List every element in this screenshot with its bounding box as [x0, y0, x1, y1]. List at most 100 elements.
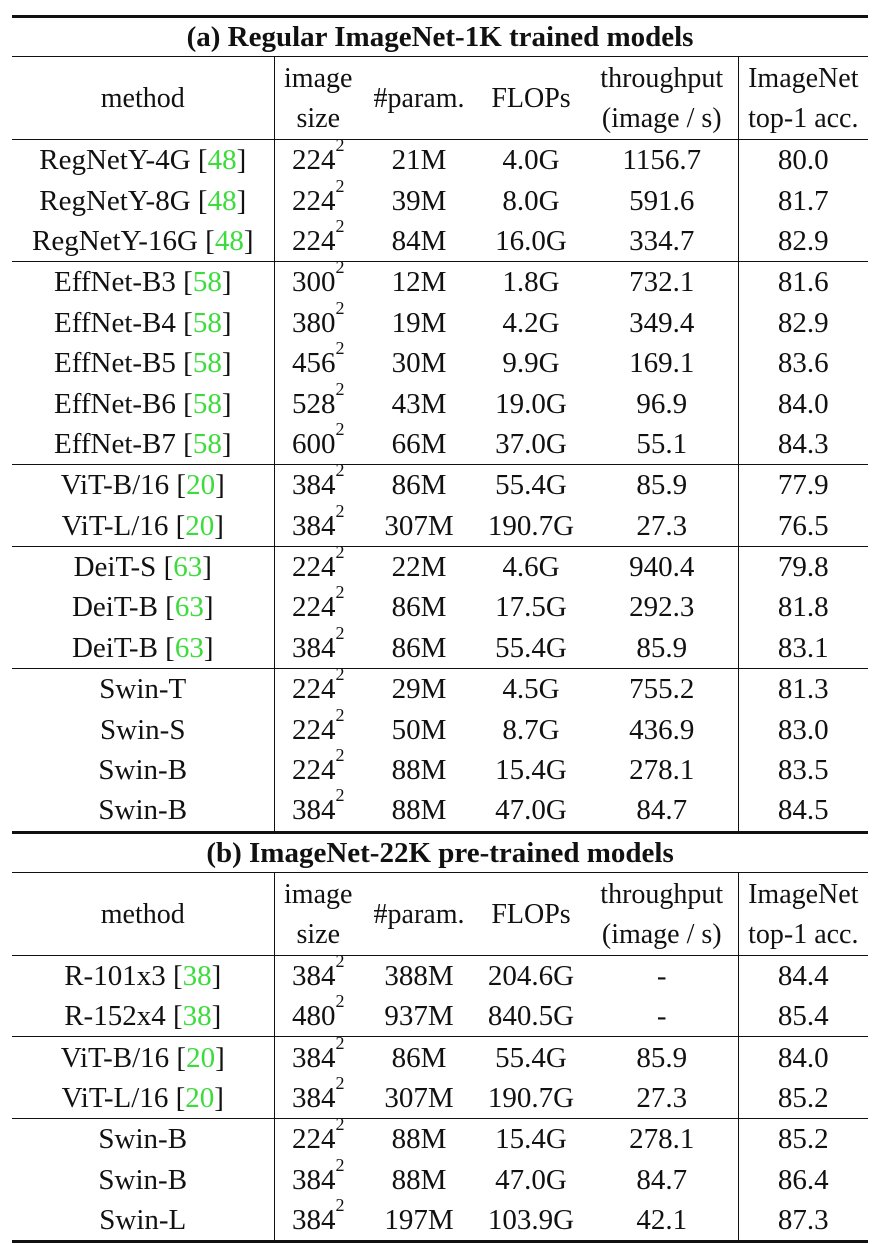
- column-header-image-size: size: [296, 103, 341, 134]
- section-title-row: (b) ImageNet-22K pre-trained models: [12, 830, 869, 873]
- column-header-accuracy: ImageNet: [748, 63, 859, 94]
- params-value: 22M: [391, 551, 447, 584]
- table-row: ViT-L/16 [20] 3842 307M 190.7G 27.3 85.2: [12, 1074, 868, 1119]
- column-header-accuracy: top-1 acc.: [748, 918, 859, 950]
- image-size-exponent: 2: [335, 257, 345, 278]
- throughput-value: 292.3: [629, 591, 695, 624]
- accuracy-value: 85.2: [777, 1123, 829, 1156]
- image-size-exponent: 2: [335, 135, 345, 156]
- citation-link[interactable]: 20: [186, 1041, 216, 1074]
- flops-value: 55.4G: [495, 631, 567, 664]
- citation-link[interactable]: 48: [214, 224, 244, 257]
- image-size-value: 224: [292, 551, 336, 584]
- column-header-image-size: size: [296, 918, 341, 950]
- flops-value: 15.4G: [495, 754, 567, 787]
- model-name: ViT-B/16: [60, 1041, 170, 1074]
- table-row: Swin-S 2242 50M 8.7G 436.9 83.0: [12, 706, 868, 750]
- image-size-exponent: 2: [335, 991, 345, 1012]
- flops-value: 55.4G: [495, 469, 567, 502]
- throughput-value: -: [656, 1000, 667, 1033]
- model-name: RegNetY-16G: [31, 224, 198, 257]
- model-name: R-152x4: [64, 1000, 166, 1033]
- image-size-value: 480: [292, 1000, 336, 1033]
- throughput-value: 42.1: [636, 1204, 688, 1237]
- throughput-value: 436.9: [629, 713, 695, 746]
- column-header-accuracy: ImageNet: [748, 878, 859, 910]
- image-size-exponent: 2: [335, 542, 345, 563]
- image-size-exponent: 2: [335, 1114, 345, 1135]
- params-value: 86M: [391, 591, 447, 624]
- params-value: 66M: [391, 427, 447, 460]
- throughput-value: 84.7: [636, 794, 688, 827]
- model-name: RegNetY-8G: [39, 184, 191, 217]
- throughput-value: 96.9: [636, 387, 688, 420]
- accuracy-value: 83.0: [777, 713, 829, 746]
- table-row: Swin-L 3842 197M 103.9G 42.1 87.3: [12, 1196, 869, 1244]
- citation-link[interactable]: 20: [186, 469, 216, 502]
- throughput-value: 27.3: [636, 509, 688, 542]
- accuracy-value: 81.6: [777, 266, 829, 299]
- params-value: 88M: [391, 1163, 447, 1196]
- citation-link[interactable]: 58: [192, 266, 222, 299]
- image-size-exponent: 2: [335, 1032, 345, 1053]
- image-size-value: 224: [292, 184, 336, 217]
- params-value: 88M: [391, 1123, 447, 1156]
- citation-link[interactable]: 38: [182, 959, 212, 992]
- table-row: Swin-B 2242 88M 15.4G 278.1 83.5: [12, 746, 868, 791]
- image-size-value: 224: [292, 673, 336, 706]
- table-row: EffNet-B6 [58] 5282 43M 19.0G 96.9 84.0: [12, 380, 868, 424]
- accuracy-value: 84.3: [777, 427, 829, 460]
- citation-link[interactable]: 63: [173, 551, 203, 584]
- citation-link[interactable]: 63: [174, 591, 204, 624]
- citation-link[interactable]: 48: [207, 184, 237, 217]
- image-size-value: 224: [292, 1123, 336, 1156]
- header-row: size (image / s) top-1 acc.: [12, 99, 868, 140]
- accuracy-value: 84.5: [777, 794, 829, 827]
- model-name: DeiT-B: [71, 631, 158, 664]
- citation-link[interactable]: 58: [192, 306, 222, 339]
- flops-value: 4.5G: [502, 673, 560, 706]
- image-size-value: 384: [292, 1163, 336, 1196]
- image-size-exponent: 2: [335, 664, 345, 685]
- image-size-value: 384: [292, 1204, 336, 1237]
- column-header-throughput: (image / s): [601, 103, 722, 134]
- image-size-value: 384: [292, 469, 336, 502]
- citation-link[interactable]: 48: [207, 144, 237, 177]
- citation-link[interactable]: 58: [192, 427, 222, 460]
- model-name: Swin-S: [100, 713, 186, 746]
- model-name: EffNet-B6: [54, 387, 176, 420]
- citation-link[interactable]: 63: [174, 631, 204, 664]
- column-header-params: #param.: [373, 83, 465, 114]
- model-name: EffNet-B3: [54, 266, 176, 299]
- table-row: DeiT-S [63] 2242 22M 4.6G 940.4 79.8: [12, 543, 869, 588]
- table-row: R-101x3 [38] 3842 388M 204.6G -84.4: [12, 952, 869, 997]
- model-name: EffNet-B4: [54, 306, 176, 339]
- citation-link[interactable]: 20: [185, 1082, 215, 1114]
- citation-link[interactable]: 58: [192, 347, 222, 380]
- throughput-value: 84.7: [636, 1163, 688, 1196]
- model-name: Swin-B: [98, 1123, 188, 1156]
- table-row: ViT-L/16 [20] 3842 307M 190.7G 27.3 76.5: [12, 502, 868, 547]
- accuracy-value: 85.2: [777, 1082, 829, 1114]
- image-size-exponent: 2: [335, 175, 345, 196]
- column-header-image-size: image: [284, 63, 353, 94]
- params-value: 197M: [384, 1204, 454, 1237]
- citation-link[interactable]: 20: [185, 509, 215, 542]
- image-size-value: 224: [292, 754, 336, 787]
- flops-value: 4.0G: [502, 144, 560, 177]
- image-size-value: 224: [292, 591, 336, 624]
- model-name: Swin-B: [98, 1163, 188, 1196]
- throughput-value: 591.6: [629, 184, 695, 217]
- column-header-throughput: throughput: [600, 878, 724, 910]
- citation-link[interactable]: 58: [192, 387, 222, 420]
- header-row: size (image / s) top-1 acc.: [12, 914, 868, 956]
- image-size-value: 300: [292, 266, 336, 299]
- model-name: Swin-L: [99, 1204, 187, 1237]
- table-row: RegNetY-8G [48] 2242 39M 8.0G 591.6 81.7: [12, 177, 868, 221]
- image-size-value: 380: [292, 306, 336, 339]
- citation-link[interactable]: 38: [182, 1000, 212, 1033]
- image-size-value: 224: [292, 144, 336, 177]
- table-row: EffNet-B4 [58] 3802 19M 4.2G 349.4 82.9: [12, 299, 868, 343]
- table-row: ViT-B/16 [20] 3842 86M 55.4G 85.9 77.9: [12, 461, 869, 506]
- throughput-value: 55.1: [636, 427, 688, 460]
